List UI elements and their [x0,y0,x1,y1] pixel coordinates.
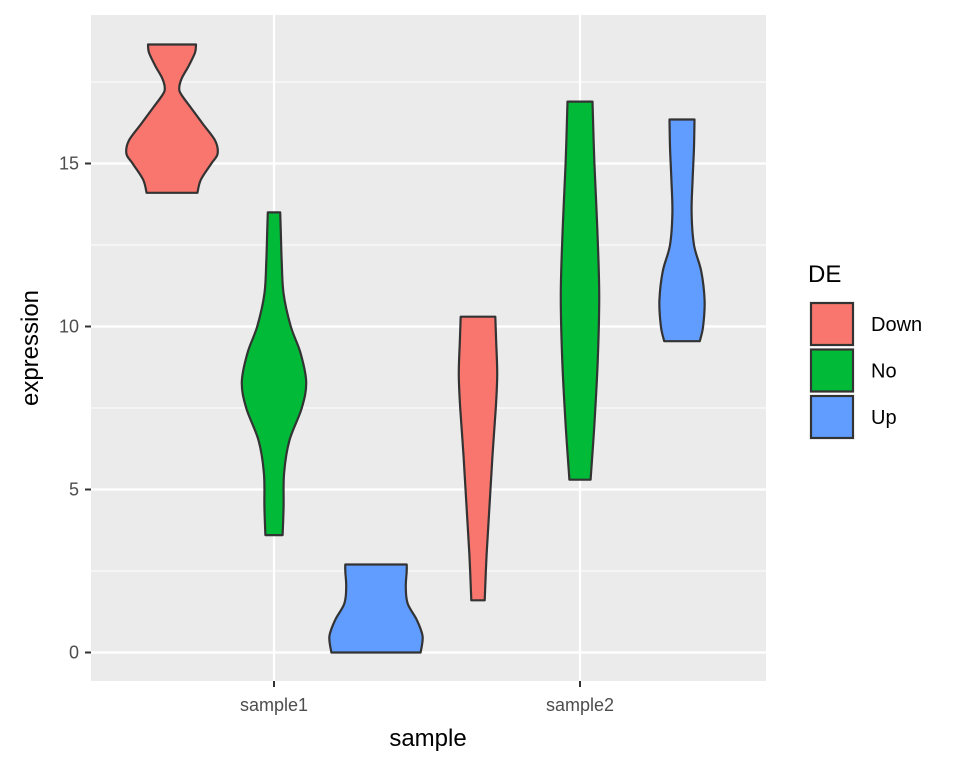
violin-no-sample2 [559,100,601,481]
legend-swatch-down [809,301,855,347]
violin-up-sample2 [658,118,706,343]
x-axis-title: sample [389,725,466,752]
y-axis-title: expression [17,290,44,406]
violin-down-sample2 [457,315,499,602]
x-tick-label: sample2 [546,695,614,715]
y-tick-label: 5 [69,480,79,500]
y-tick-label: 15 [59,154,79,174]
legend-label-no: No [871,361,897,383]
legend-label-up: Up [871,407,897,429]
x-axis: sample1 sample2 [240,681,614,715]
y-tick-label: 10 [59,317,79,337]
legend-swatch-no [809,348,855,393]
x-tick-label: sample1 [240,695,308,715]
y-axis: 0 5 10 15 [59,154,91,663]
violin-down-sample1 [125,43,219,194]
legend-swatch-up [809,394,855,440]
violin-no-sample1 [240,211,308,537]
y-tick-label: 0 [69,643,79,663]
legend: DE Down No Up [808,261,922,440]
minor-gridlines [91,81,766,572]
legend-title: DE [808,261,841,288]
legend-label-down: Down [871,314,922,336]
violins-layer [125,43,706,654]
violin-up-sample1 [328,563,424,654]
